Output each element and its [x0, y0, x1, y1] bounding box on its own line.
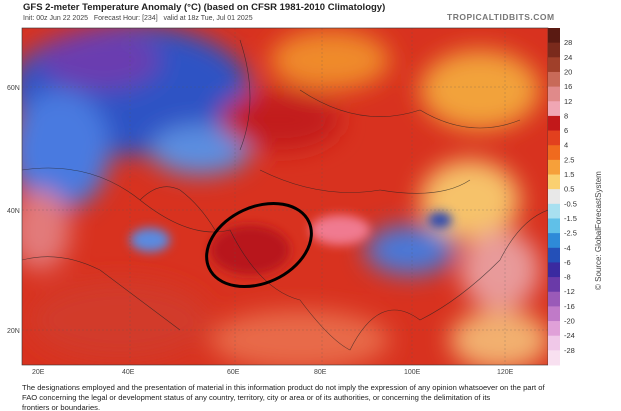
colorbar-label: 1.5	[564, 170, 574, 179]
lon-label: 100E	[404, 369, 421, 376]
highlight-circle	[205, 201, 313, 289]
colorbar-label: 28	[564, 38, 572, 47]
disclaimer-line: frontiers or boundaries.	[22, 403, 101, 411]
colorbar-segment	[548, 233, 560, 249]
colorbar-label: -24	[564, 331, 575, 340]
colorbar-segment	[548, 145, 560, 161]
colorbar-segment	[548, 159, 560, 176]
colorbar-label: 12	[564, 97, 572, 106]
colorbar-segment	[548, 189, 560, 205]
colorbar-segment	[548, 218, 560, 234]
disclaimer-line: The designations employed and the presen…	[22, 383, 545, 392]
lat-label: 20N	[7, 328, 20, 335]
colorbar-label: 8	[564, 111, 568, 120]
lon-label: 60E	[227, 369, 240, 376]
colorbar-segment	[548, 335, 560, 351]
colorbar-label: 2.5	[564, 155, 574, 164]
lon-label: 120E	[497, 369, 514, 376]
colorbar-segment	[548, 174, 560, 190]
anomaly-field	[22, 28, 548, 365]
colorbar-label: 16	[564, 82, 572, 91]
colorbar-segment	[548, 115, 560, 132]
disclaimer-line: FAO concerning the legal or development …	[22, 393, 491, 402]
colorbar-label: 24	[564, 53, 572, 62]
lat-label: 60N	[7, 85, 20, 92]
colorbar-segment	[548, 291, 560, 307]
source-credit: © Source: GlobalForecastSystem	[594, 171, 603, 290]
colorbar-segment	[548, 277, 560, 293]
colorbar-segment	[548, 321, 560, 337]
colorbar-label: 6	[564, 126, 568, 135]
colorbar-label: 20	[564, 67, 572, 76]
colorbar-label: -8	[564, 273, 571, 282]
subtitle: Init: 00z Jun 22 2025 Forecast Hour: [23…	[23, 15, 253, 22]
lon-label: 40E	[122, 369, 135, 376]
colorbar-segment	[548, 71, 560, 88]
colorbar-segment	[548, 86, 560, 102]
lat-label: 40N	[7, 208, 20, 215]
colorbar-segment	[548, 130, 560, 146]
colorbar-segment	[548, 203, 560, 219]
colorbar-label: -12	[564, 287, 575, 296]
colorbar-segment	[548, 262, 560, 278]
map: 28 24 20 16 12 8 6 4 2.5 1.5 0.5 -0.5 -1.5 -2.5 -4 -6 -8…	[7, 27, 603, 376]
colorbar-segment	[548, 350, 560, 366]
colorbar-segment	[548, 101, 560, 117]
colorbar-label: -1.5	[564, 214, 577, 223]
colorbar: 28 24 20 16 12 8 6 4 2.5 1.5 0.5 -0.5 -1.5 -2.5 -4 -6 -8…	[548, 28, 577, 366]
disclaimer: The designations employed and the presen…	[22, 383, 545, 411]
colorbar-label: -4	[564, 243, 571, 252]
colorbar-label: -2.5	[564, 229, 577, 238]
colorbar-label: 4	[564, 141, 568, 150]
colorbar-segment	[548, 306, 560, 322]
lon-label: 80E	[314, 369, 327, 376]
colorbar-label: 0.5	[564, 185, 574, 194]
site-name: TROPICALTIDBITS.COM	[447, 12, 555, 22]
colorbar-segment	[548, 28, 560, 44]
colorbar-label: -28	[564, 346, 575, 355]
title: GFS 2-meter Temperature Anomaly (°C) (ba…	[23, 2, 386, 13]
colorbar-segment	[548, 57, 560, 73]
colorbar-label: -16	[564, 302, 575, 311]
lon-label: 20E	[32, 369, 45, 376]
colorbar-label: -0.5	[564, 199, 577, 208]
colorbar-label: -6	[564, 258, 571, 267]
colorbar-label: -20	[564, 317, 575, 326]
colorbar-segment	[548, 42, 560, 58]
colorbar-segment	[548, 247, 560, 263]
